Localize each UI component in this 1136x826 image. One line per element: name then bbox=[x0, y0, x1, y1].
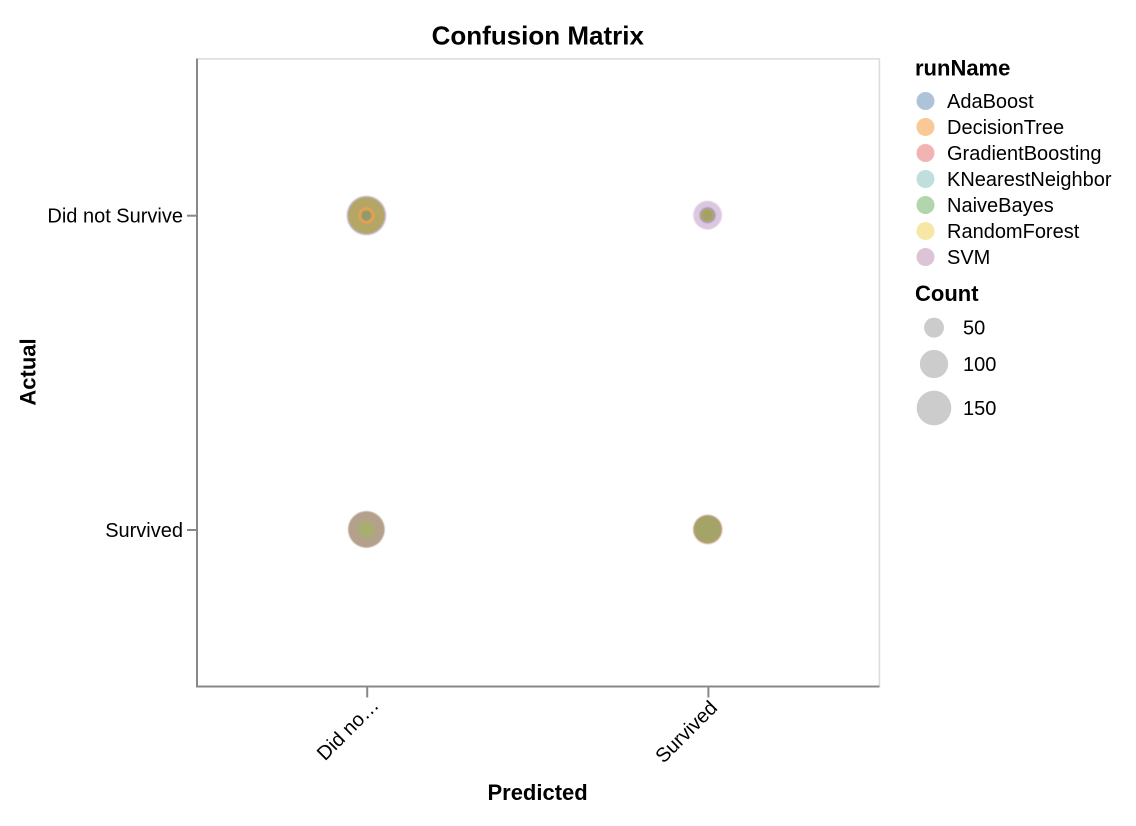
svg-text:100: 100 bbox=[963, 354, 996, 376]
svg-text:Did not Survive: Did not Survive bbox=[47, 206, 183, 228]
svg-text:Survived: Survived bbox=[105, 520, 183, 542]
svg-text:RandomForest: RandomForest bbox=[947, 221, 1080, 243]
svg-text:Count: Count bbox=[915, 281, 979, 306]
svg-text:Actual: Actual bbox=[16, 338, 41, 405]
svg-text:150: 150 bbox=[963, 398, 996, 420]
svg-text:Predicted: Predicted bbox=[487, 780, 587, 805]
svg-text:SVM: SVM bbox=[947, 247, 990, 269]
svg-text:AdaBoost: AdaBoost bbox=[947, 91, 1034, 113]
svg-text:runName: runName bbox=[915, 56, 1010, 81]
svg-text:GradientBoosting: GradientBoosting bbox=[947, 143, 1102, 165]
svg-text:50: 50 bbox=[963, 318, 985, 340]
svg-text:KNearestNeighbor: KNearestNeighbor bbox=[947, 169, 1112, 191]
svg-text:Confusion Matrix: Confusion Matrix bbox=[432, 21, 645, 51]
svg-text:NaiveBayes: NaiveBayes bbox=[947, 195, 1054, 217]
svg-text:DecisionTree: DecisionTree bbox=[947, 117, 1064, 139]
